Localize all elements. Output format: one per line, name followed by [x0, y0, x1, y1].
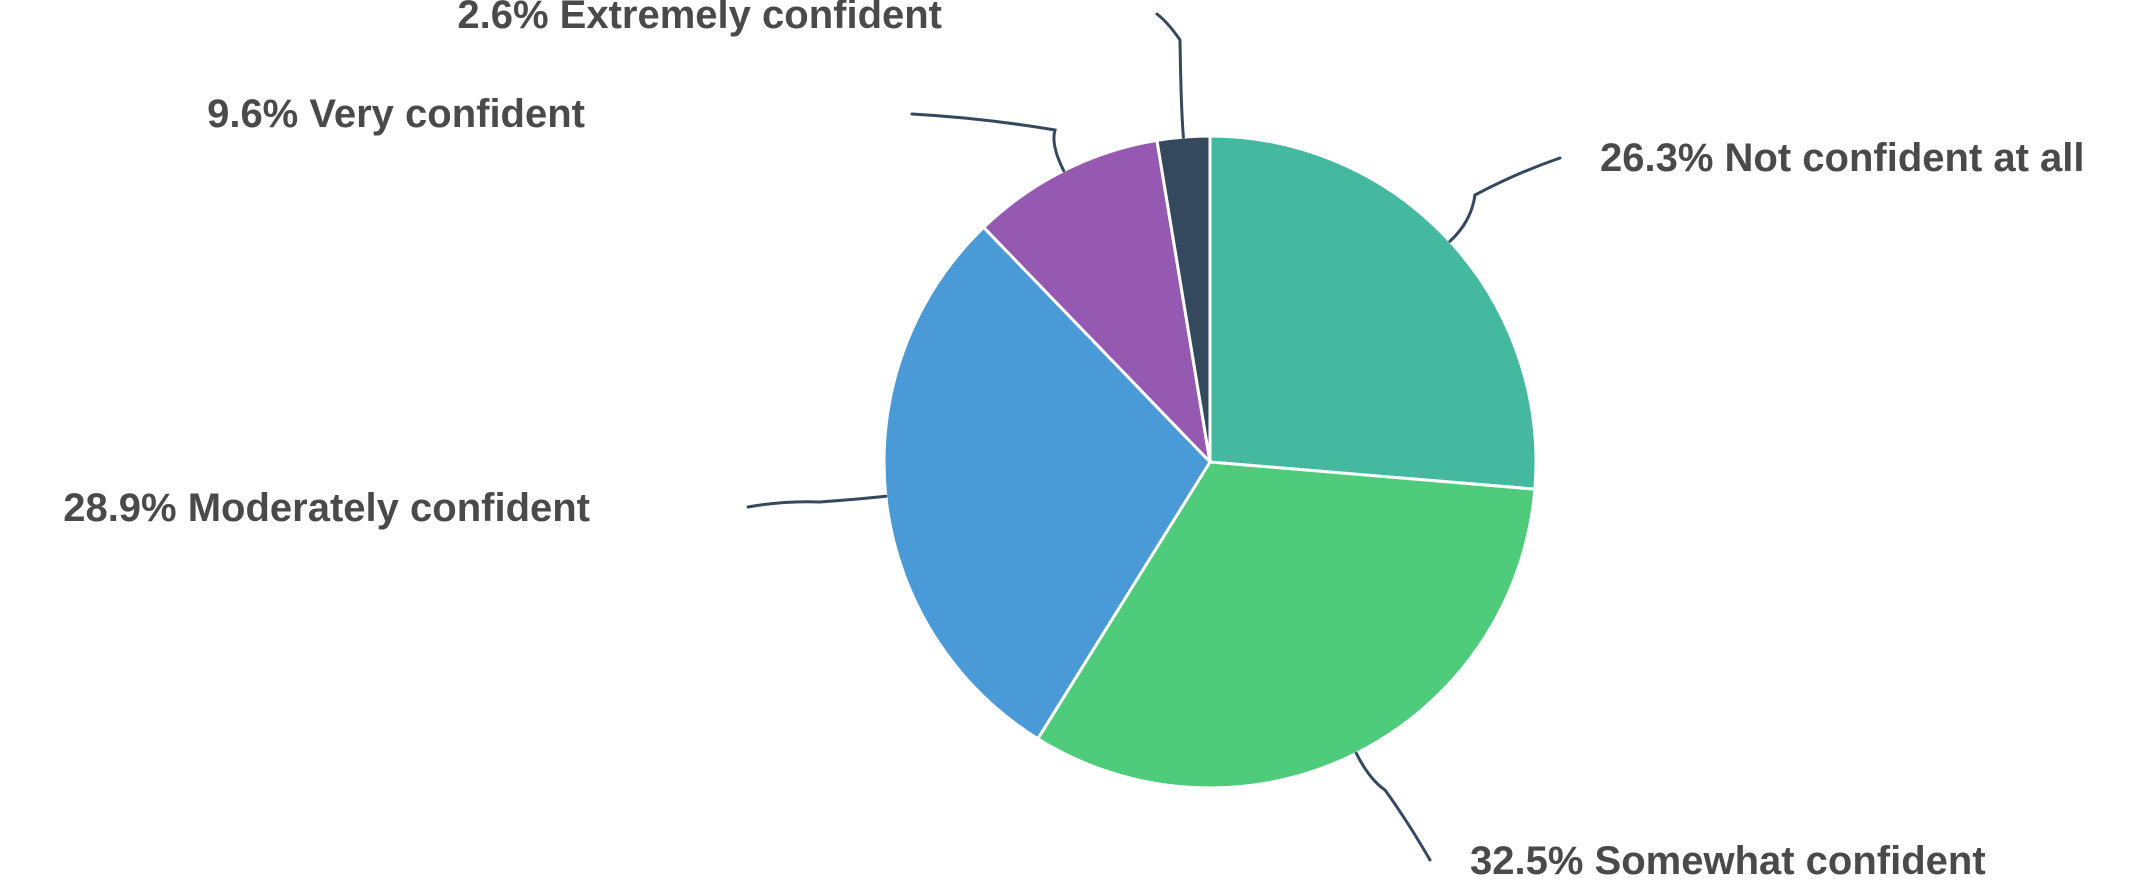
- leader-line-somewhat-confident: [1354, 751, 1432, 862]
- slice-label-not-confident-at-all: 26.3% Not confident at all: [1600, 136, 2085, 180]
- labels-layer: 26.3% Not confident at all 32.5% Somewhat…: [63, 0, 2084, 883]
- leader-line-extremely-confident: [1155, 12, 1185, 139]
- slices-layer: [882, 134, 1538, 790]
- slice-label-moderately-confident: 28.9% Moderately confident: [63, 486, 590, 530]
- leader-line-moderately-confident: [746, 494, 888, 509]
- slice-label-somewhat-confident: 32.5% Somewhat confident: [1470, 839, 1986, 883]
- slice-label-very-confident: 9.6% Very confident: [207, 92, 585, 136]
- leader-lines-layer: [746, 12, 1562, 862]
- slice-label-extremely-confident: 2.6% Extremely confident: [457, 0, 942, 37]
- leader-line-not-confident-at-all: [1448, 156, 1562, 243]
- leader-line-very-confident: [910, 112, 1066, 173]
